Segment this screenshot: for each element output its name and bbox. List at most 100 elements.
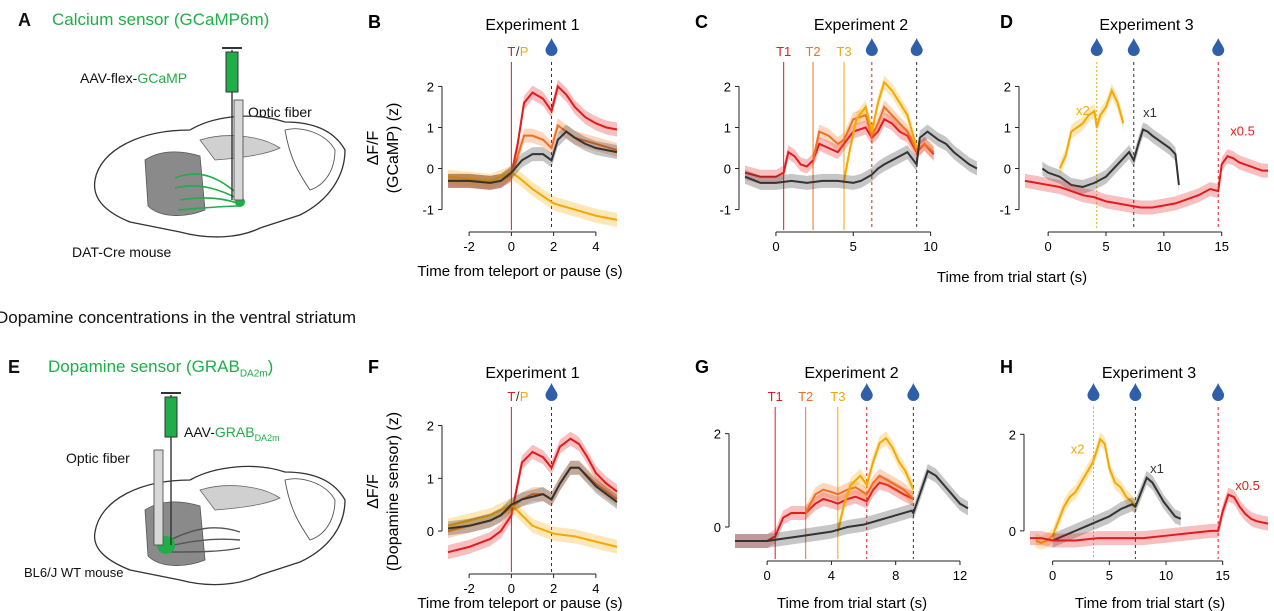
x-tick-label: 0 xyxy=(508,239,515,254)
optic-fiber-label-bottom: Optic fiber xyxy=(66,450,130,466)
scale-annotation: x2 xyxy=(1071,442,1085,457)
chart-title: Experiment 1 xyxy=(485,17,579,34)
series-band-yellow xyxy=(843,75,917,188)
event-label: T1 xyxy=(768,389,783,404)
mouse-label-top: DAT-Cre mouse xyxy=(72,244,172,260)
reward-drop-icon xyxy=(1129,383,1142,401)
y-tick-label: 0 xyxy=(1009,524,1016,539)
y-tick-label: 1 xyxy=(1004,120,1011,135)
event-label: T xyxy=(507,44,515,59)
scale-annotation: x2 xyxy=(1076,103,1090,118)
x-tick-label: 12 xyxy=(953,568,967,583)
x-axis-label: Time from trial start (s) xyxy=(937,269,1087,286)
scale-annotation: x0.5 xyxy=(1235,478,1260,493)
series-band-black xyxy=(448,460,617,536)
event-label: P xyxy=(520,44,529,59)
y-tick-label: -1 xyxy=(422,203,434,218)
panel-label-b: B xyxy=(368,12,381,32)
y-tick-label: 2 xyxy=(1004,79,1011,94)
reward-drop-icon xyxy=(1212,38,1225,57)
reward-drop-icon xyxy=(865,38,878,57)
series-line-yellow xyxy=(1058,87,1125,169)
y-tick-label: 0 xyxy=(427,162,434,177)
section-heading: Dopamine concentrations in the ventral s… xyxy=(0,308,357,327)
series-band-yellow xyxy=(837,431,914,539)
series-band-yellow xyxy=(1059,83,1124,176)
panel-label-a: A xyxy=(18,10,31,30)
virus-prefix-bottom: AAV- xyxy=(184,424,215,440)
virus-name-bottom: GRAB xyxy=(214,424,255,440)
x-tick-label: 15 xyxy=(1215,568,1229,583)
series-line-yellow xyxy=(1035,437,1137,545)
y-axis-label: ΔF/F xyxy=(365,130,382,165)
chart-panel-h: H Experiment 3 0 5 10 15 0 2 x2 x1 x0.5 Time from t… xyxy=(1000,357,1269,611)
reward-drop-icon xyxy=(907,383,920,401)
x-tick-label: 8 xyxy=(892,568,899,583)
cortex-shading-bottom xyxy=(199,485,281,511)
brain-diagram-bottom xyxy=(93,392,346,586)
x-tick-label: -2 xyxy=(463,239,475,254)
series-line-red xyxy=(1030,493,1269,542)
reward-drop-icon xyxy=(545,383,558,401)
series-band-orange xyxy=(805,468,914,520)
series-line-black xyxy=(1041,128,1180,189)
optic-fiber-top xyxy=(233,99,244,201)
event-label: T1 xyxy=(776,44,791,59)
reward-drop-icon xyxy=(1087,383,1100,401)
x-axis-label: Time from trial start (s) xyxy=(1075,595,1225,611)
panel-label-f: F xyxy=(368,357,379,377)
series-band-red xyxy=(735,475,914,548)
syringe-bottom xyxy=(164,396,178,438)
series-band-red xyxy=(745,112,934,184)
panel-e-title-main: Dopamine sensor (GRAB xyxy=(48,357,240,376)
syringe-top xyxy=(225,51,239,93)
event-label: / xyxy=(516,389,520,404)
reward-drop-icon xyxy=(1212,383,1225,401)
series-band-red xyxy=(1025,149,1268,215)
series-line-red xyxy=(1024,155,1268,209)
event-label: T3 xyxy=(836,44,851,59)
panel-a-title: Calcium sensor (GCaMP6m) xyxy=(52,10,270,29)
chart-title: Experiment 3 xyxy=(1099,17,1193,34)
virus-label-top: AAV-flex-GCaMP xyxy=(80,70,187,86)
series-line-black xyxy=(735,469,969,542)
brain-diagram-top xyxy=(93,47,346,238)
x-tick-label: 4 xyxy=(828,568,835,583)
panel-label-d: D xyxy=(1000,12,1013,32)
series-line-orange xyxy=(812,105,935,161)
scale-annotation: x0.5 xyxy=(1230,124,1255,139)
series-line-red xyxy=(744,117,935,178)
series-line-black xyxy=(744,130,978,184)
chart-panel-g: G Experiment 2 0 4 8 12 0 2 T1 T2 T3 Time from tria… xyxy=(695,357,969,611)
reward-drop-icon xyxy=(545,38,558,57)
y-tick-label: 2 xyxy=(427,419,434,434)
panel-label-c: C xyxy=(695,12,708,32)
optic-fiber-label-top: Optic fiber xyxy=(248,104,312,120)
panel-e-title-end: ) xyxy=(267,357,274,376)
series-line-black xyxy=(447,466,618,530)
series-line-black xyxy=(448,130,618,184)
series-band-black xyxy=(448,124,617,190)
series-band-orange xyxy=(448,118,617,190)
projection-axons-bottom xyxy=(169,527,241,553)
event-label: T3 xyxy=(830,389,845,404)
panel-label-h: H xyxy=(1000,357,1013,377)
y-tick-label: 2 xyxy=(1009,427,1016,442)
y-tick-label: 2 xyxy=(724,79,731,94)
y-axis-label-2: (GCaMP) (z) xyxy=(385,103,402,194)
reward-drop-icon xyxy=(910,38,923,57)
y-tick-label: 0 xyxy=(1004,162,1011,177)
x-tick-label: 5 xyxy=(850,239,857,254)
series-line-yellow xyxy=(447,171,618,221)
reward-drop-icon xyxy=(1090,38,1103,57)
x-tick-label: 2 xyxy=(550,239,557,254)
scale-annotation: x1 xyxy=(1150,461,1164,476)
chart-title: Experiment 2 xyxy=(804,365,898,382)
x-tick-label: 10 xyxy=(1159,568,1173,583)
series-line-yellow xyxy=(836,436,915,532)
striatum-shaded-top xyxy=(144,151,206,216)
x-axis-label: Time from trial start (s) xyxy=(777,595,927,611)
